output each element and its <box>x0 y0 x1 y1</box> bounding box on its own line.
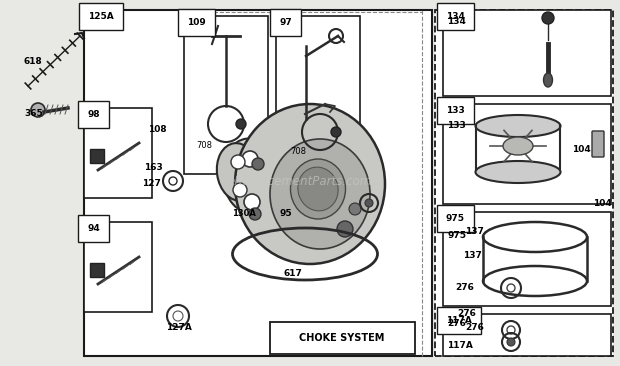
Text: 109: 109 <box>187 18 206 27</box>
Bar <box>90 149 104 163</box>
Bar <box>84 108 152 198</box>
Text: 276: 276 <box>455 284 474 292</box>
Circle shape <box>331 127 341 137</box>
Bar <box>184 16 268 174</box>
Text: 133: 133 <box>447 122 466 131</box>
Text: 137: 137 <box>465 228 484 236</box>
Circle shape <box>231 155 245 169</box>
Text: 127A: 127A <box>166 324 192 332</box>
Text: 134: 134 <box>446 12 465 21</box>
Text: 117A: 117A <box>446 316 472 325</box>
Text: 276: 276 <box>465 324 484 332</box>
Text: 708: 708 <box>290 147 306 157</box>
Text: 127: 127 <box>142 179 161 188</box>
Text: 137: 137 <box>463 251 482 261</box>
Text: 104: 104 <box>572 145 591 153</box>
Ellipse shape <box>270 139 370 249</box>
Circle shape <box>252 158 264 170</box>
Ellipse shape <box>298 167 338 211</box>
FancyBboxPatch shape <box>592 131 604 157</box>
Circle shape <box>249 208 261 220</box>
Bar <box>443 10 611 96</box>
Circle shape <box>236 119 246 129</box>
Text: 618: 618 <box>24 57 43 67</box>
Text: 133: 133 <box>446 106 465 115</box>
Text: 975: 975 <box>446 214 465 223</box>
Ellipse shape <box>235 104 385 264</box>
Circle shape <box>542 12 554 24</box>
Circle shape <box>233 183 247 197</box>
Bar <box>270 322 415 354</box>
Ellipse shape <box>544 73 552 87</box>
Text: 108: 108 <box>148 124 167 134</box>
Text: 97: 97 <box>279 18 292 27</box>
Text: 365: 365 <box>24 109 43 119</box>
Bar <box>443 212 611 306</box>
Circle shape <box>31 103 45 117</box>
Text: 94: 94 <box>87 224 100 233</box>
Ellipse shape <box>223 139 278 213</box>
Text: 117A: 117A <box>447 341 473 351</box>
Text: 134: 134 <box>447 18 466 26</box>
Text: 975: 975 <box>447 232 466 240</box>
Circle shape <box>365 199 373 207</box>
Bar <box>90 263 104 277</box>
Text: 95: 95 <box>280 209 293 217</box>
Ellipse shape <box>476 161 560 183</box>
Text: CHOKE SYSTEM: CHOKE SYSTEM <box>299 333 384 343</box>
Text: 708: 708 <box>196 142 212 150</box>
Text: 125A: 125A <box>88 12 113 21</box>
Text: eReplacementParts.com: eReplacementParts.com <box>228 175 372 187</box>
Ellipse shape <box>291 159 345 219</box>
Text: 276: 276 <box>457 310 476 318</box>
Circle shape <box>244 194 260 210</box>
Bar <box>276 16 360 174</box>
Bar <box>84 10 432 356</box>
Ellipse shape <box>476 115 560 137</box>
Text: 130A: 130A <box>232 209 256 217</box>
Bar <box>84 222 152 312</box>
Text: 617: 617 <box>284 269 303 279</box>
Circle shape <box>349 203 361 215</box>
Bar <box>435 10 613 356</box>
Circle shape <box>242 151 258 167</box>
Ellipse shape <box>217 143 259 201</box>
Text: 276: 276 <box>447 320 466 329</box>
Ellipse shape <box>503 137 533 155</box>
Bar <box>443 314 611 356</box>
Circle shape <box>337 221 353 237</box>
Text: 163: 163 <box>144 163 162 172</box>
Bar <box>443 104 611 204</box>
Text: 104: 104 <box>593 199 612 209</box>
Circle shape <box>507 338 515 346</box>
Text: 98: 98 <box>87 110 100 119</box>
